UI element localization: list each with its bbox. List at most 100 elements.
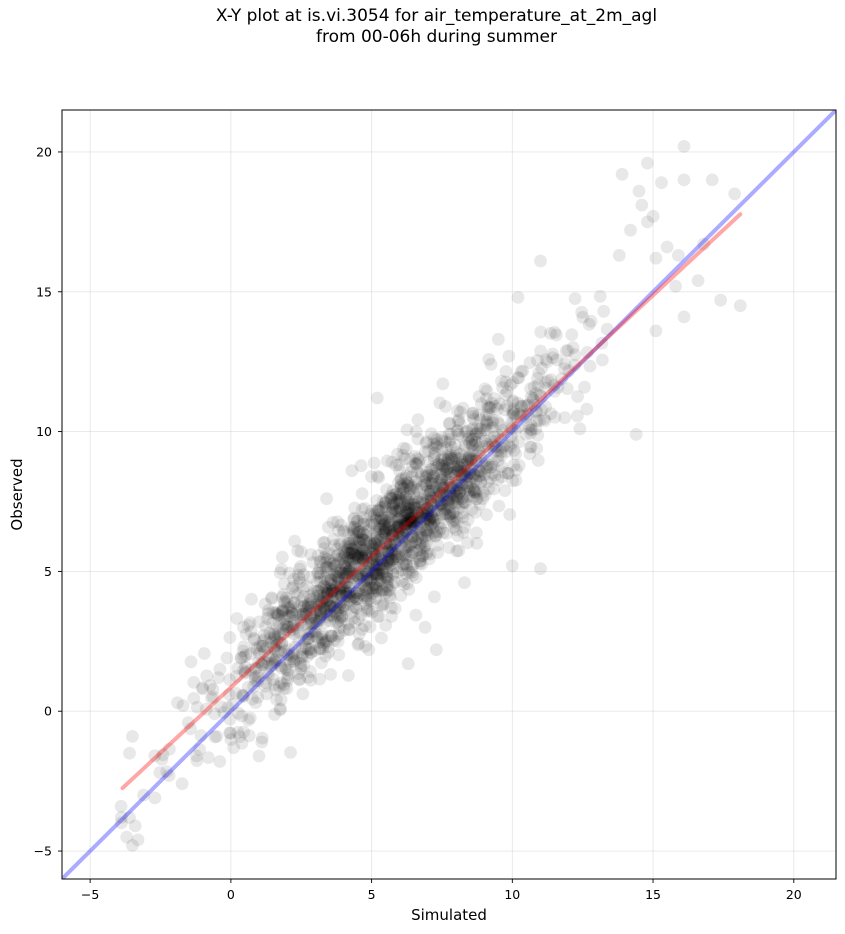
scatter-point — [461, 536, 475, 550]
scatter-point — [382, 529, 396, 543]
scatter-point — [496, 381, 509, 395]
scatter-point — [369, 568, 383, 581]
scatter-point — [483, 401, 496, 414]
scatter-point — [313, 614, 326, 627]
scatter-point — [454, 458, 468, 472]
scatter-point — [274, 676, 288, 690]
scatter-point — [326, 584, 340, 597]
scatter-point — [495, 441, 509, 455]
scatter-point — [389, 458, 403, 472]
scatter-point — [480, 414, 493, 427]
scatter-point — [347, 513, 361, 526]
scatter-point — [422, 552, 436, 566]
scatter-point — [362, 603, 376, 617]
scatter-point — [410, 543, 424, 557]
scatter-point — [334, 565, 348, 579]
scatter-point — [464, 462, 478, 476]
scatter-point — [410, 482, 424, 496]
scatter-point — [357, 574, 371, 588]
scatter-point — [381, 555, 395, 569]
scatter-point — [481, 475, 494, 489]
scatter-point — [418, 620, 432, 634]
scatter-point — [269, 683, 282, 697]
scatter-point — [397, 515, 411, 528]
scatter-point — [366, 582, 380, 596]
scatter-point — [374, 533, 388, 546]
scatter-point — [353, 567, 367, 581]
scatter-point — [360, 551, 374, 565]
scatter-point — [352, 525, 366, 538]
scatter-point — [205, 691, 218, 705]
scatter-point — [449, 523, 463, 537]
scatter-point — [128, 819, 142, 833]
scatter-point — [303, 589, 316, 603]
scatter-point — [339, 562, 353, 576]
scatter-point — [697, 237, 711, 251]
scatter-point — [261, 649, 275, 663]
scatter-point — [531, 378, 545, 392]
scatter-point — [408, 513, 422, 527]
scatter-point — [529, 405, 543, 419]
scatter-point — [451, 428, 465, 441]
scatter-point — [488, 434, 501, 448]
scatter-point — [323, 576, 337, 590]
scatter-point — [355, 529, 368, 543]
scatter-point — [310, 589, 324, 603]
scatter-point — [294, 656, 307, 670]
scatter-point — [434, 498, 448, 512]
scatter-point — [268, 630, 281, 644]
scatter-point — [436, 481, 449, 494]
scatter-point — [293, 672, 307, 686]
scatter-point — [343, 551, 357, 565]
scatter-point — [386, 567, 400, 581]
scatter-point — [242, 729, 256, 743]
scatter-point — [641, 215, 654, 229]
scatter-point — [313, 672, 327, 686]
scatter-point — [236, 690, 250, 703]
scatter-point — [436, 451, 450, 465]
scatter-point — [369, 511, 383, 525]
scatter-point — [238, 665, 252, 679]
scatter-point — [277, 617, 291, 631]
scatter-point — [315, 630, 329, 643]
y-tick-label: 20 — [36, 144, 52, 159]
scatter-point — [242, 713, 255, 727]
scatter-point — [408, 514, 421, 528]
scatter-point — [243, 616, 257, 630]
scatter-point — [424, 462, 438, 476]
scatter-point — [499, 388, 513, 401]
scatter-point — [473, 497, 487, 511]
scatter-point — [478, 382, 492, 396]
scatter-point — [494, 433, 508, 447]
scatter-point — [297, 590, 310, 604]
scatter-point — [299, 641, 312, 654]
scatter-point — [443, 500, 456, 514]
scatter-point — [281, 663, 295, 677]
scatter-point — [369, 537, 383, 551]
scatter-point — [512, 420, 525, 434]
scatter-point — [374, 522, 388, 536]
scatter-point — [419, 478, 432, 492]
scatter-point — [379, 496, 392, 510]
scatter-point — [430, 436, 444, 450]
scatter-point — [343, 590, 357, 603]
scatter-point — [414, 538, 427, 551]
scatter-point — [455, 467, 469, 481]
scatter-point — [430, 525, 444, 539]
scatter-point — [433, 396, 447, 410]
scatter-point — [465, 439, 479, 452]
scatter-point — [504, 430, 518, 443]
scatter-point — [525, 423, 539, 437]
scatter-point — [534, 325, 548, 339]
scatter-point — [409, 535, 423, 549]
scatter-point — [379, 523, 392, 537]
scatter-point — [440, 502, 454, 516]
scatter-point — [544, 407, 558, 420]
scatter-point — [378, 526, 392, 540]
scatter-point — [491, 444, 505, 458]
scatter-point — [413, 554, 427, 568]
scatter-point — [327, 600, 341, 614]
scatter-point — [442, 495, 456, 508]
scatter-point — [335, 614, 348, 628]
scatter-point — [435, 434, 449, 447]
